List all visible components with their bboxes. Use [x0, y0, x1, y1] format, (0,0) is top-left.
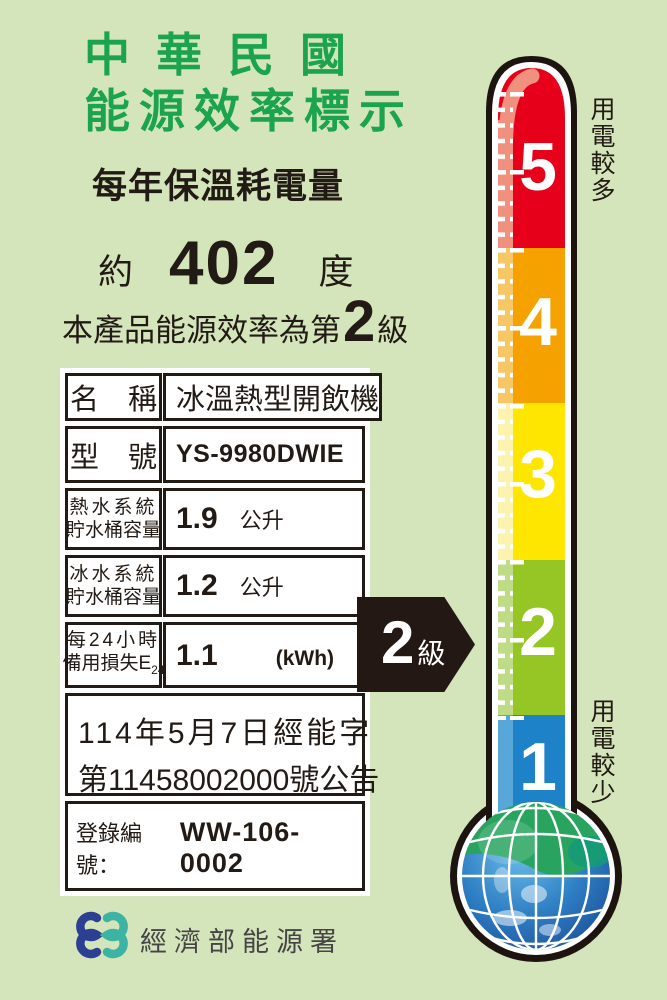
table-row-standby-loss: 每24小時 備用損失E24 1.1 (kWh): [62, 622, 365, 688]
cold-tank-unit: 公升: [239, 575, 284, 600]
annual-consumption-unit: 度: [318, 253, 354, 292]
annual-consumption-heading: 每年保溫耗電量: [92, 167, 345, 206]
standby-label-subscript: 24: [151, 662, 165, 677]
scale-ticks: [498, 92, 524, 720]
less-power-label: 用電較少: [587, 698, 615, 806]
label-title-line1: 中華民國: [84, 29, 372, 81]
cold-tank-value: 1.2: [176, 569, 218, 602]
level-3-number: 3: [519, 436, 557, 512]
grade-arrow-value: 2: [381, 609, 415, 676]
spec-table: 名 稱 冰溫熱型開飲機 型 號 YS-9980DWIE 熱水系統 貯水桶容量 1…: [60, 368, 383, 896]
more-power-label: 用電較多: [587, 96, 615, 204]
table-row-model: 型 號 YS-9980DWIE: [65, 426, 365, 483]
level-2-number: 2: [519, 594, 557, 670]
level-4-number: 4: [519, 284, 557, 360]
hot-tank-unit: 公升: [239, 508, 284, 533]
standby-label-line1: 每24小時: [66, 629, 161, 651]
label-title-line2: 能源效率標示: [84, 85, 414, 137]
annual-consumption-value: 402: [169, 229, 279, 298]
grade-arrow-unit: 級: [417, 638, 446, 669]
agency-name: 經濟部能源署: [140, 927, 344, 957]
name-value: 冰溫熱型開飲機: [176, 384, 380, 416]
announcement-cell: 114年5月7日經能字 第11458002000號公告: [65, 693, 379, 797]
grade-suffix: 級: [377, 313, 409, 348]
standby-loss-value: 1.1: [176, 639, 218, 672]
hot-tank-value: 1.9: [176, 502, 218, 535]
table-row-name: 名 稱 冰溫熱型開飲機: [65, 373, 383, 421]
table-row-cold-tank: 冰水系統 貯水桶容量 1.2 公升: [65, 555, 365, 617]
energy-administration-logo-icon: [76, 911, 128, 959]
standby-label-line2: 備用損失E24: [62, 652, 165, 677]
globe-icon: [462, 802, 610, 950]
approx-label: 約: [98, 253, 134, 292]
table-row-hot-tank: 熱水系統 貯水桶容量 1.9 公升: [65, 488, 365, 550]
level-5-number: 5: [519, 129, 557, 205]
level-1-number: 1: [519, 729, 557, 805]
cold-tank-label-line2: 貯水桶容量: [66, 587, 162, 608]
announcement-line1: 114年5月7日經能字: [78, 717, 373, 750]
registration-value: WW-106-0002: [179, 817, 301, 878]
efficiency-grade-row: 本產品能源效率為第 2 級: [62, 288, 408, 355]
hot-tank-label-line2: 貯水桶容量: [66, 520, 162, 541]
model-label: 型 號: [65, 426, 162, 483]
thermometer-graphic: 5 4 3 2 1: [450, 56, 622, 962]
grade-prefix: 本產品能源效率為第: [62, 313, 341, 348]
announcement-line2: 第11458002000號公告: [78, 764, 380, 797]
hot-tank-label-line1: 熱水系統: [69, 497, 158, 518]
annual-consumption-row: 約 402 度: [98, 228, 353, 299]
model-value: YS-9980DWIE: [176, 440, 345, 468]
standby-loss-unit: (kWh): [275, 647, 335, 670]
name-label: 名 稱: [65, 373, 162, 421]
registration-label: 登錄編號：: [76, 821, 143, 878]
cold-tank-label-line1: 冰水系統: [69, 564, 158, 585]
registration-cell: 登錄編號： WW-106-0002: [65, 801, 365, 891]
thermometer-tube: 5 4 3 2 1: [486, 56, 577, 828]
grade-value: 2: [343, 289, 376, 354]
